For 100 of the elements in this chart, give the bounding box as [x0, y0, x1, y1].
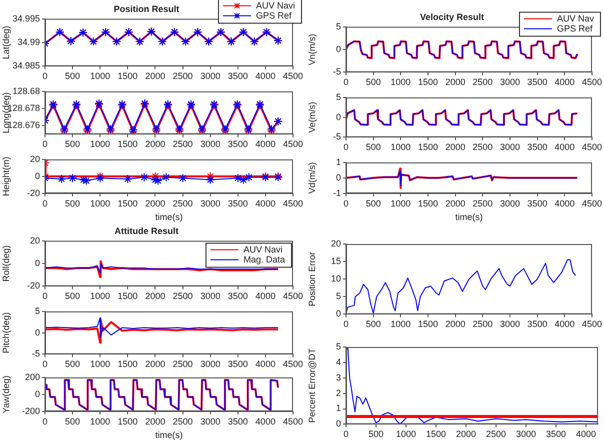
x-tick-label: 0 — [343, 429, 349, 440]
y-axis-title: Vn(m/s) — [306, 34, 317, 66]
x-axis-title: time(s) — [455, 212, 483, 222]
y-tick-label: 4 — [336, 356, 341, 367]
x-tick-label: 1500 — [118, 198, 138, 208]
y-tick-label: -20 — [26, 280, 40, 291]
y-tick-label: 1 — [336, 403, 341, 414]
y-axis-title: Yaw(deg) — [0, 375, 11, 414]
y-tick-label: 200 — [24, 372, 40, 382]
chart-title: Attitude Result — [114, 226, 178, 236]
x-tick-label: 4500 — [282, 291, 304, 302]
x-tick-label: 0 — [42, 139, 48, 150]
x-tick-label: 2500 — [172, 139, 193, 150]
x-tick-label: 1000 — [90, 291, 110, 302]
x-tick-label: 1000 — [390, 319, 411, 330]
x-tick-label: 1500 — [118, 291, 138, 302]
y-tick-label: 0 — [336, 112, 341, 122]
x-tick-label: 3500 — [228, 139, 248, 150]
x-tick-label: 2500 — [486, 429, 506, 440]
x-tick-label: 1500 — [426, 429, 446, 440]
x-tick-label: 2000 — [145, 359, 166, 370]
y-tick-label: 5 — [34, 306, 40, 316]
x-tick-label: 0 — [42, 359, 48, 370]
x-tick-label: 4000 — [576, 429, 596, 440]
x-tick-label: 2000 — [145, 291, 166, 302]
x-tick-label: 2500 — [172, 416, 193, 426]
x-tick-label: 500 — [65, 198, 80, 208]
y-tick-label: 2 — [336, 388, 341, 398]
y-axis-title: Height(m) — [0, 156, 11, 196]
y-tick-label: 0 — [34, 258, 40, 268]
x-tick-label: 3500 — [228, 198, 248, 208]
x-tick-label: 4000 — [255, 139, 276, 150]
x-tick-label: 1000 — [390, 77, 411, 88]
x-axis-title: time(s) — [155, 430, 183, 440]
x-tick-label: 2000 — [145, 139, 166, 150]
legend-label: GPS Ref — [256, 10, 292, 20]
x-tick-label: 4500 — [282, 416, 304, 426]
legend-label: GPS Ref — [556, 23, 593, 34]
x-axis-title: time(s) — [155, 212, 183, 222]
x-tick-label: 4000 — [554, 142, 575, 152]
y-axis-title: Vd(m/s) — [306, 162, 317, 194]
y-tick-label: 5 — [336, 291, 341, 302]
y-tick-label: 34.99 — [17, 36, 40, 47]
y-tick-label: 0 — [336, 172, 341, 182]
x-tick-label: 500 — [366, 142, 381, 152]
x-tick-label: 2000 — [145, 198, 166, 208]
x-tick-label: 500 — [366, 319, 381, 330]
x-tick-label: 3000 — [200, 291, 220, 302]
x-tick-label: 1500 — [118, 416, 138, 426]
x-tick-label: 500 — [65, 359, 80, 370]
x-tick-label: 1500 — [118, 71, 138, 82]
x-tick-label: 2000 — [145, 416, 166, 426]
x-tick-label: 2000 — [445, 198, 466, 208]
x-tick-label: 3000 — [500, 77, 520, 88]
x-tick-label: 2000 — [456, 429, 476, 440]
x-tick-label: 1500 — [418, 198, 438, 208]
x-tick-label: 1000 — [90, 198, 110, 208]
x-tick-label: 1500 — [418, 319, 438, 330]
y-tick-label: 1 — [336, 156, 341, 167]
y-tick-label: 5 — [336, 21, 341, 32]
y-tick-label: -200 — [22, 406, 40, 416]
legend-label: AUV Navi — [243, 244, 282, 254]
x-tick-label: 1000 — [90, 416, 110, 426]
x-tick-label: 1500 — [118, 359, 138, 370]
y-tick-label: 0 — [34, 388, 40, 399]
y-tick-label: 3 — [336, 372, 341, 382]
x-tick-label: 0 — [42, 416, 48, 426]
x-tick-label: 1500 — [118, 139, 138, 150]
x-tick-label: 3000 — [500, 198, 520, 208]
x-tick-label: 4500 — [582, 319, 602, 330]
y-axis-title: Pitch(deg) — [0, 312, 11, 354]
x-tick-label: 2500 — [172, 198, 193, 208]
x-tick-label: 1000 — [90, 359, 110, 370]
x-tick-label: 3500 — [228, 71, 248, 82]
x-tick-label: 4000 — [255, 359, 276, 370]
x-tick-label: 2500 — [472, 77, 493, 88]
y-tick-label: 5 — [336, 341, 341, 352]
y-tick-label: 20 — [30, 235, 40, 246]
x-tick-label: 3000 — [200, 139, 220, 150]
x-tick-label: 0 — [343, 142, 349, 152]
x-tick-label: 1000 — [90, 139, 110, 150]
x-tick-label: 500 — [368, 429, 384, 440]
x-tick-label: 0 — [343, 198, 349, 208]
x-tick-label: 3500 — [228, 416, 248, 426]
y-tick-label: 0 — [34, 327, 40, 338]
x-tick-label: 500 — [366, 198, 381, 208]
x-tick-label: 2500 — [472, 319, 493, 330]
legend-label: AUV Nav — [556, 13, 594, 24]
x-tick-label: 4500 — [282, 71, 304, 82]
y-tick-label: 20 — [330, 238, 341, 248]
x-tick-label: 2000 — [145, 71, 166, 82]
x-tick-label: 500 — [65, 71, 80, 82]
y-tick-label: -1 — [332, 188, 341, 198]
legend-label: Mag. Data — [243, 254, 286, 264]
x-tick-label: 3000 — [200, 416, 220, 426]
y-tick-label: 34.995 — [12, 13, 40, 24]
y-tick-label: -5 — [332, 132, 341, 142]
y-tick-label: 10 — [330, 274, 341, 284]
x-tick-label: 4000 — [255, 198, 276, 208]
x-tick-label: 0 — [343, 77, 349, 88]
